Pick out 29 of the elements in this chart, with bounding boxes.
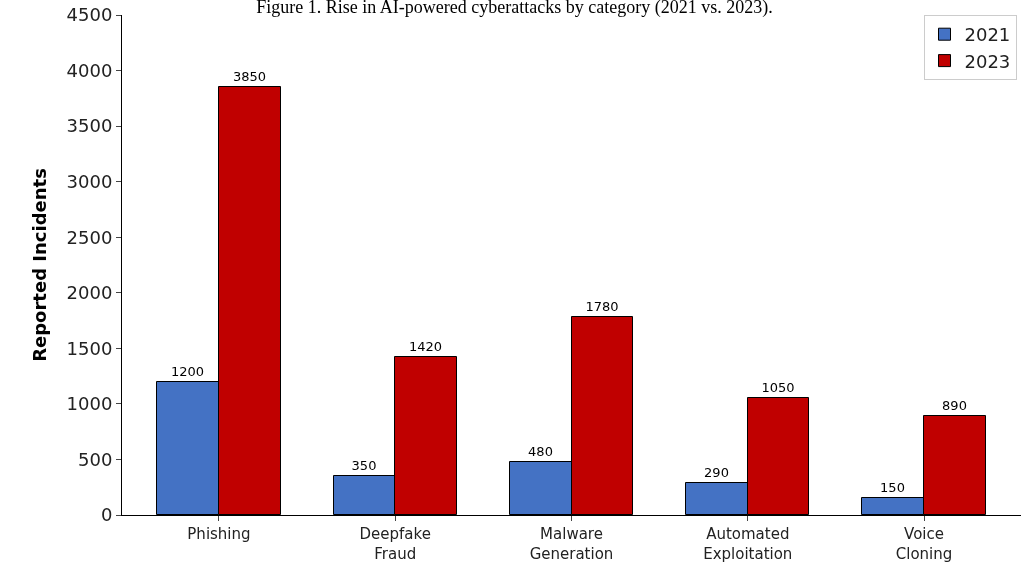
data-label: 3850	[232, 68, 267, 84]
y-tick-label: 1000	[66, 393, 113, 415]
data-label: 290	[704, 464, 729, 480]
y-tick-label: 4500	[66, 4, 113, 26]
y-tick-label: 500	[78, 448, 113, 470]
data-label: 350	[351, 457, 377, 473]
data-label: 150	[880, 479, 905, 495]
x-tick-label: Automated Exploitation	[703, 525, 793, 563]
chart-title: Figure 1. Rise in AI-powered cyberattacks by category (2021 vs. 2023).	[256, 0, 773, 18]
y-tick-label: 0	[100, 504, 113, 526]
data-label: 890	[942, 397, 967, 413]
x-tick-label: Voice Cloning	[895, 525, 953, 563]
y-tick-label: 2000	[66, 282, 113, 304]
x-tick-label: Malware Generation	[529, 525, 614, 563]
data-label: 1780	[585, 298, 619, 314]
y-tick-label: 3000	[66, 170, 113, 192]
y-tick-label: 2500	[66, 226, 113, 248]
y-tick-label: 4000	[66, 59, 113, 81]
y-axis-title: Reported Incidents	[28, 168, 50, 362]
data-label: 1200	[170, 363, 205, 379]
y-tick-label: 3500	[66, 115, 113, 137]
data-label: 480	[528, 443, 553, 459]
legend-label: 2023	[964, 50, 1011, 72]
x-tick-label: Phishing	[187, 525, 251, 543]
data-label: 1420	[408, 338, 443, 354]
legend-label: 2021	[964, 24, 1011, 46]
y-tick-label: 1500	[66, 337, 113, 359]
data-label: 1050	[761, 379, 795, 395]
x-tick-label: Deepfake Fraud	[359, 525, 431, 563]
